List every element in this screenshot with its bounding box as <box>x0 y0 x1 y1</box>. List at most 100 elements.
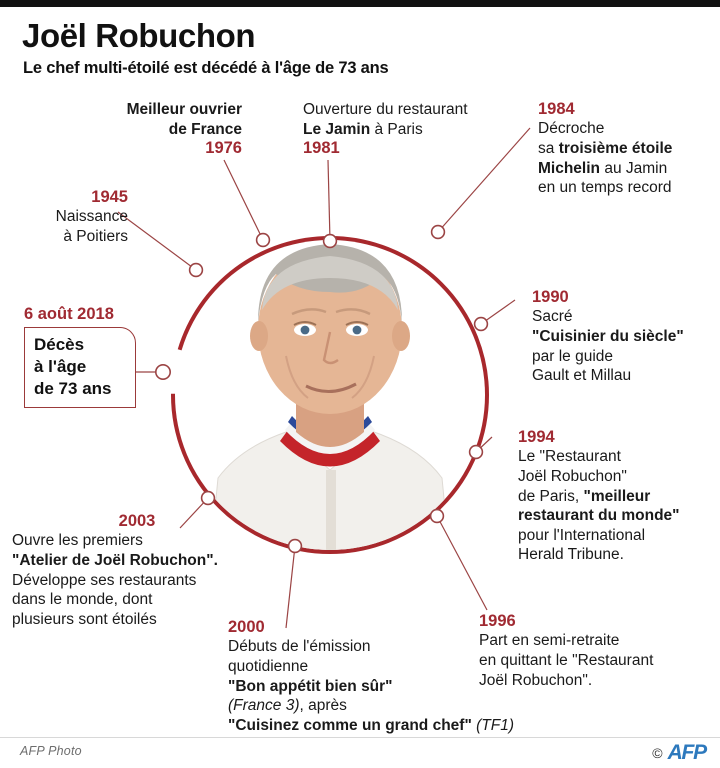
page-subtitle: Le chef multi-étoilé est décédé à l'âge … <box>23 59 389 77</box>
afp-logo: © AFP <box>652 741 708 765</box>
timeline-line: Décroche <box>538 119 718 139</box>
text-run: Naissance <box>55 208 128 226</box>
timeline-year-1981: 1981 <box>303 139 340 158</box>
timeline-line: plusieurs sont étoilés <box>12 610 262 630</box>
timeline-year-2000: 2000 <box>228 618 265 636</box>
timeline-line: pour l'International <box>518 526 720 546</box>
afp-photo-credit: AFP Photo <box>20 744 82 758</box>
text-run: au Jamin <box>600 159 668 177</box>
timeline-year-1990: 1990 <box>532 288 569 306</box>
text-run: restaurant du monde" <box>518 507 680 525</box>
text-run: quotidienne <box>228 657 309 675</box>
timeline-line: Le "Restaurant <box>518 447 720 467</box>
text-run: Ouverture du restaurant <box>303 101 468 118</box>
text-run: en quittant le "Restaurant <box>479 651 654 669</box>
text-run: Sacré <box>532 308 573 326</box>
text-run: plusieurs sont étoilés <box>12 610 157 628</box>
timeline-line: Ouverture du restaurant <box>303 100 523 120</box>
timeline-line: Gault et Millau <box>532 366 720 386</box>
timeline-entry-1984: 1984 Décroche sa troisième étoile Michelin … <box>538 100 718 198</box>
text-run: Gault et Millau <box>532 367 632 385</box>
timeline-entry-1994: 1994 Le "Restaurant Joël Robuchon" de Paris… <box>518 428 720 565</box>
timeline-body-2000: Débuts de l'émission quotidienne "Bon appé… <box>228 637 568 735</box>
death-line: de 73 ans <box>34 378 112 398</box>
text-run: Le "Restaurant <box>518 448 621 466</box>
top-black-bar <box>0 0 720 7</box>
timeline-line: Ouvre les premiers <box>12 531 262 551</box>
text-run: Décroche <box>538 120 605 138</box>
text-run: , après <box>299 697 347 715</box>
timeline-line: Joël Robuchon" <box>518 467 720 487</box>
text-run: Ouvre les premiers <box>12 532 143 550</box>
node-1981 <box>322 233 338 249</box>
timeline-body-1994: Le "Restaurant Joël Robuchon" de Paris, "m… <box>518 447 720 564</box>
text-run: "Atelier de Joël Robuchon". <box>12 551 218 569</box>
text-run: "Bon appétit bien sûr" <box>228 677 393 695</box>
text-run: en un temps record <box>538 179 672 197</box>
timeline-body-1984: Décroche sa troisième étoile Michelin au J… <box>538 119 718 197</box>
death-date-label: 6 août 2018 <box>24 305 114 323</box>
timeline-entry-1996: 1996 Part en semi-retraite en quittant le … <box>479 612 719 690</box>
text-run: Débuts de l'émission <box>228 638 371 656</box>
timeline-line: Développe ses restaurants <box>12 571 262 591</box>
afp-wordmark: AFP <box>667 741 708 764</box>
node-1945 <box>188 262 204 278</box>
timeline-line: "Cuisinier du siècle" <box>532 327 720 347</box>
text-run: sa <box>538 139 559 157</box>
timeline-body-2003: Ouvre les premiers "Atelier de Joël Robuc… <box>12 531 262 629</box>
text-run: "meilleur <box>583 487 651 505</box>
timeline-body-1981: Ouverture du restaurant Le Jamin à Paris <box>303 100 523 139</box>
timeline-line: sa troisième étoile <box>538 139 718 159</box>
node-2003 <box>200 490 216 506</box>
timeline-line: en un temps record <box>538 178 718 198</box>
timeline-line: à Poitiers <box>10 227 128 247</box>
node-1996 <box>429 508 445 524</box>
timeline-ring <box>171 236 489 554</box>
timeline-line: Part en semi-retraite <box>479 631 719 651</box>
copyright-icon: © <box>652 745 663 761</box>
timeline-entry-1981: Ouverture du restaurant Le Jamin à Paris 1… <box>303 100 523 159</box>
node-1994 <box>468 444 484 460</box>
timeline-line: en quittant le "Restaurant <box>479 651 719 671</box>
timeline-line: "Bon appétit bien sûr" <box>228 677 568 697</box>
timeline-entry-1976: Meilleur ouvrier de France 1976 <box>72 100 242 159</box>
timeline-year-2003: 2003 <box>118 512 156 530</box>
timeline-year-1994: 1994 <box>518 428 555 446</box>
death-line: à l'âge <box>34 356 87 376</box>
text-run: troisième étoile <box>558 139 673 157</box>
timeline-line: restaurant du monde" <box>518 506 720 526</box>
text-run: Herald Tribune. <box>518 546 624 564</box>
text-run: de France <box>168 120 242 138</box>
timeline-line: de Paris, "meilleur <box>518 487 720 507</box>
timeline-entry-1990: 1990 Sacré "Cuisinier du siècle" par le gui… <box>532 288 720 386</box>
text-run: Joël Robuchon". <box>479 671 593 689</box>
timeline-year-1996: 1996 <box>479 612 516 630</box>
node-1984 <box>430 224 446 240</box>
text-run: (TF1) <box>471 716 514 734</box>
node-1990 <box>473 316 489 332</box>
text-run: Michelin <box>538 159 601 177</box>
text-run: Le Jamin <box>303 120 371 138</box>
timeline-line: (France 3), après <box>228 696 568 716</box>
timeline-line: Naissance <box>10 207 128 227</box>
text-run: Meilleur ouvrier <box>126 101 242 118</box>
text-run: à Poitiers <box>63 227 128 245</box>
timeline-line: Meilleur ouvrier <box>72 100 242 120</box>
timeline-line: par le guide <box>532 347 720 367</box>
timeline-line: "Atelier de Joël Robuchon". <box>12 551 262 571</box>
timeline-year-1984: 1984 <box>538 100 575 118</box>
text-run: "Cuisinez comme un grand chef" <box>228 716 472 734</box>
timeline-year-1976: 1976 <box>205 139 242 158</box>
timeline-line: Sacré <box>532 307 720 327</box>
text-run: (France 3) <box>228 697 300 715</box>
timeline-body-1996: Part en semi-retraite en quittant le "Res… <box>479 631 719 690</box>
timeline-line: de France <box>72 120 242 140</box>
text-run: Développe ses restaurants <box>12 571 197 589</box>
timeline-line: "Cuisinez comme un grand chef" (TF1) <box>228 716 568 736</box>
page-title: Joël Robuchon <box>22 17 256 54</box>
text-run: pour l'International <box>518 526 646 544</box>
text-run: à Paris <box>370 120 423 138</box>
node-2000 <box>287 538 303 554</box>
text-run: Part en semi-retraite <box>479 632 620 650</box>
